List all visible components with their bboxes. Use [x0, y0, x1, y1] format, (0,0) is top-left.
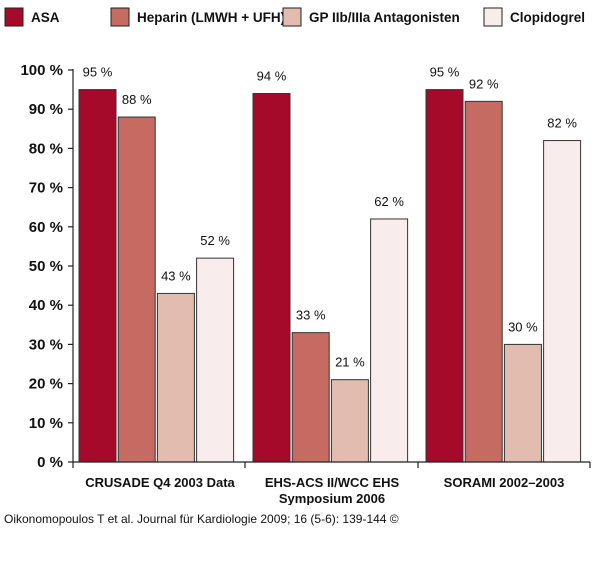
bar-heparin-lmwh-ufh-2	[291, 332, 330, 463]
bar-clopidogrel-1	[196, 257, 235, 463]
data-label-asa-1: 95 %	[83, 65, 113, 80]
bar-asa-1	[78, 89, 117, 463]
bars: 95 % 88 % 43 % 52 % 94 % 33 % 21 % 62 % 95 % 92 %…	[78, 65, 582, 463]
data-label-asa-3: 95 %	[430, 65, 460, 80]
data-label-heparin-lmwh-ufh-1: 88 %	[122, 92, 152, 107]
legend-swatch-asa	[4, 7, 24, 27]
x-axis: CRUSADE Q4 2003 Data EHS-ACS II/WCC EHSSy…	[72, 461, 591, 505]
bar-asa-3	[425, 89, 464, 463]
category-label-1: CRUSADE Q4 2003 Data	[85, 475, 235, 490]
y-tick-label: 10 %	[29, 415, 63, 432]
y-tick-label: 80 %	[29, 140, 63, 157]
bar-heparin-lmwh-ufh-1	[117, 116, 156, 463]
legend-label-gp-iib-iiia-antagonisten: GP IIb/IIIa Antagonisten	[309, 10, 460, 25]
y-tick-label: 20 %	[29, 376, 63, 393]
bar-clopidogrel-2	[370, 218, 409, 463]
y-tick-label: 0 %	[37, 454, 63, 471]
data-label-clopidogrel-2: 62 %	[374, 194, 404, 209]
y-tick-label: 60 %	[29, 219, 63, 236]
bar-gp-iib-iiia-antagonisten-1	[156, 292, 195, 463]
bar-gp-iib-iiia-antagonisten-2	[330, 379, 369, 463]
y-tick-label: 70 %	[29, 180, 63, 197]
category-label-2: Symposium 2006	[279, 491, 385, 505]
bar-asa-2	[252, 93, 291, 463]
y-tick-label: 50 %	[29, 258, 63, 275]
bar-gp-iib-iiia-antagonisten-3	[503, 343, 542, 463]
bar-clopidogrel-3	[543, 140, 582, 463]
bar-chart: ASA Heparin (LMWH + UFH) GP IIb/IIIa Antag…	[4, 7, 591, 505]
legend-swatch-heparin-lmwh-ufh	[110, 7, 130, 27]
y-tick-label: 30 %	[29, 336, 63, 353]
legend-label-asa: ASA	[31, 10, 60, 25]
data-label-heparin-lmwh-ufh-3: 92 %	[469, 76, 499, 91]
data-label-heparin-lmwh-ufh-2: 33 %	[296, 308, 326, 323]
data-label-gp-iib-iiia-antagonisten-1: 43 %	[161, 268, 191, 283]
bar-heparin-lmwh-ufh-3	[464, 100, 503, 463]
y-tick-label: 40 %	[29, 297, 63, 314]
legend-swatch-clopidogrel	[483, 7, 503, 27]
y-tick-label: 90 %	[29, 101, 63, 118]
y-axis: 0 % 10 % 20 % 30 % 40 % 50 % 60 % 70 % 80 % 90 % 1…	[20, 62, 74, 471]
legend: ASA Heparin (LMWH + UFH) GP IIb/IIIa Antag…	[4, 7, 585, 27]
data-label-gp-iib-iiia-antagonisten-2: 21 %	[335, 355, 365, 370]
y-tick-label: 100 %	[20, 62, 63, 79]
legend-label-heparin-lmwh-ufh: Heparin (LMWH + UFH)	[137, 10, 285, 25]
data-label-gp-iib-iiia-antagonisten-3: 30 %	[508, 319, 538, 334]
data-label-clopidogrel-3: 82 %	[547, 116, 577, 131]
category-label-2: EHS-ACS II/WCC EHS	[265, 475, 400, 490]
source-citation: Oikonomopoulos T et al. Journal für Kard…	[4, 512, 399, 526]
data-label-clopidogrel-1: 52 %	[200, 233, 230, 248]
category-label-3: SORAMI 2002–2003	[444, 475, 565, 490]
data-label-asa-2: 94 %	[257, 69, 287, 84]
legend-label-clopidogrel: Clopidogrel	[510, 10, 585, 25]
legend-swatch-gp-iib-iiia-antagonisten	[282, 7, 302, 27]
